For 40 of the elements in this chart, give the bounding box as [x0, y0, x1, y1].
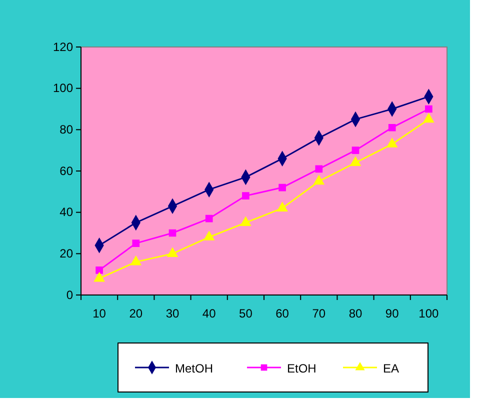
x-tick-label: 10 — [92, 306, 106, 321]
point — [388, 124, 396, 132]
point — [168, 229, 176, 237]
y-tick-label: 120 — [52, 40, 74, 54]
point — [315, 165, 323, 173]
x-tick-label: 50 — [239, 306, 253, 321]
x-tick-label: 90 — [385, 306, 400, 321]
point — [423, 113, 434, 123]
point — [314, 175, 324, 185]
point — [132, 240, 140, 247]
y-tick-label: 80 — [60, 122, 74, 137]
legend-label: MetOH — [175, 362, 214, 376]
x-tick-label: 80 — [348, 306, 362, 321]
point — [352, 146, 360, 154]
x-tick-label: 40 — [202, 306, 216, 321]
point — [96, 266, 103, 274]
point — [240, 216, 252, 226]
y-tick-label: 20 — [60, 246, 74, 261]
point — [425, 105, 432, 113]
x-tick-label: 100 — [418, 306, 440, 321]
point — [276, 202, 288, 212]
y-tick-label: 40 — [60, 205, 74, 220]
point — [205, 214, 213, 222]
y-tick-label: 0 — [66, 288, 74, 302]
legend-label: EA — [383, 362, 400, 376]
y-tick-label: 100 — [52, 81, 74, 96]
point — [350, 156, 361, 166]
legend-label: EtOH — [287, 362, 316, 376]
y-tick-label: 60 — [60, 164, 74, 178]
x-tick-label: 30 — [166, 306, 180, 321]
point — [130, 256, 142, 266]
point — [204, 231, 214, 240]
point — [278, 184, 286, 192]
x-tick-label: 60 — [276, 306, 290, 321]
point — [386, 138, 398, 148]
x-tick-label: 20 — [129, 306, 143, 321]
point — [167, 248, 178, 257]
point — [94, 272, 105, 282]
point — [242, 192, 250, 200]
x-tick-label: 70 — [312, 306, 326, 321]
